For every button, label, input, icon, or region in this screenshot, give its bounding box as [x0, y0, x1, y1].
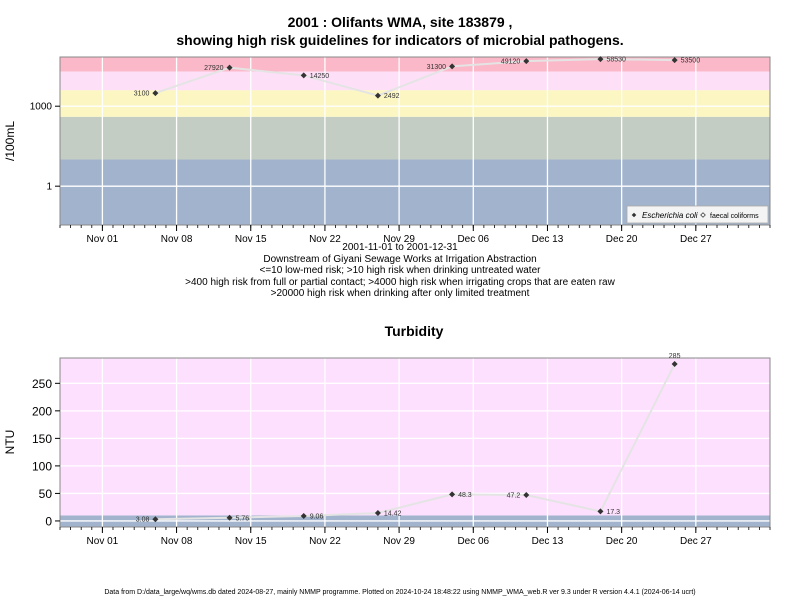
microbial-chart: Nov 01 Nov 08 Nov 15 Nov 22 Nov 29 Dec 06 Dec … [3, 56, 771, 245]
plot-frame [59, 56, 771, 226]
data-point [226, 64, 233, 71]
data-point [152, 516, 159, 523]
x-tick-label: Nov 22 [309, 234, 341, 245]
legend-marker-faecal [700, 212, 706, 218]
x-tick-label: Dec 20 [606, 536, 638, 547]
data-label: 3100 [134, 91, 150, 98]
x-tick-label: Nov 15 [235, 234, 267, 245]
data-label: 17.3 [606, 509, 620, 516]
data-point [300, 512, 307, 519]
data-label: 49120 [501, 59, 521, 66]
data-label: 31300 [427, 64, 447, 71]
x-tick-label: Nov 15 [235, 536, 267, 547]
data-label: 9.06 [310, 513, 324, 520]
data-point [449, 63, 456, 70]
y-tick-label: 0 [45, 514, 52, 528]
footer-note: Data from D:/data_large/wq/wms.db dated … [104, 589, 696, 596]
x-tick-label: Dec 27 [680, 536, 712, 547]
data-point [226, 514, 233, 521]
data-point [449, 491, 456, 498]
data-point [300, 72, 307, 79]
data-point [374, 92, 381, 99]
y-tick-label: 50 [39, 487, 53, 501]
y-tick-label: 250 [32, 377, 52, 391]
x-tick-label: Nov 08 [161, 536, 193, 547]
data-point [671, 361, 678, 368]
data-point [597, 56, 604, 63]
y-tick-label: 1 [46, 182, 52, 193]
data-point [597, 508, 604, 515]
x-tick-label: Dec 06 [457, 234, 489, 245]
legend-label-ecoli: Escherichia coli [642, 211, 698, 220]
y-tick-label: 100 [32, 459, 52, 473]
risk-guideline-3: >20000 high risk when drinking after onl… [270, 288, 530, 299]
y-tick-label: 150 [32, 432, 52, 446]
x-tick-label: Nov 01 [87, 536, 119, 547]
data-point [152, 90, 159, 97]
y-axis-label: NTU [3, 430, 17, 455]
chart-title-line-2: showing high risk guidelines for indicat… [176, 32, 624, 48]
date-range-label: 2001-11-01 to 2001-12-31 [342, 242, 458, 253]
chart-title-line-1: 2001 : Olifants WMA, site 183879 , [287, 14, 513, 30]
turbidity-chart: Turbidity Nov 01 Nov 08 Nov 15 Nov 22 Nov 29 D… [3, 323, 771, 547]
x-tick-label: Nov 22 [309, 536, 341, 547]
data-point [523, 58, 530, 65]
turbidity-title: Turbidity [385, 323, 444, 339]
band-1 [60, 116, 770, 160]
x-tick-label: Dec 27 [680, 234, 712, 245]
x-tick-label: Dec 20 [606, 234, 638, 245]
x-tick-label: Dec 13 [532, 536, 564, 547]
data-label: 285 [669, 353, 681, 360]
data-label: 14.42 [384, 511, 402, 518]
y-tick-label: 1000 [30, 102, 53, 113]
risk-guideline-1: <=10 low-med risk; >10 high risk when dr… [259, 265, 541, 276]
data-label: 48.3 [458, 492, 472, 499]
x-tick-label: Nov 29 [383, 234, 415, 245]
data-label: 47.2 [507, 492, 521, 499]
site-description: Downstream of Giyani Sewage Works at Irr… [263, 254, 537, 265]
x-tick-label: Nov 08 [161, 234, 193, 245]
data-label: 2492 [384, 93, 400, 100]
data-label: 5.76 [236, 515, 250, 522]
legend-label-faecal: faecal coliforms [710, 213, 759, 220]
data-label: 3.08 [136, 517, 150, 524]
x-tick-label: Nov 29 [383, 536, 415, 547]
x-tick-label: Dec 13 [532, 234, 564, 245]
data-label: 14250 [310, 73, 330, 80]
series-line [155, 363, 676, 521]
x-tick-label: Nov 01 [87, 234, 119, 245]
data-point [374, 510, 381, 517]
series-line [155, 58, 675, 97]
x-tick-label: Dec 06 [457, 536, 489, 547]
data-point [523, 491, 530, 498]
plot-frame [59, 357, 771, 528]
risk-guideline-2: >400 high risk from full or partial cont… [185, 277, 615, 288]
legend-box [626, 205, 769, 224]
data-label: 53500 [681, 58, 701, 65]
data-label: 27920 [204, 65, 224, 72]
data-label: 58530 [606, 57, 626, 64]
legend-marker-ecoli [631, 212, 637, 218]
y-tick-label: 200 [32, 404, 52, 418]
band-1 [60, 358, 770, 516]
y-axis-label: /100mL [3, 121, 17, 161]
band-2 [60, 90, 770, 117]
data-point [671, 57, 678, 64]
